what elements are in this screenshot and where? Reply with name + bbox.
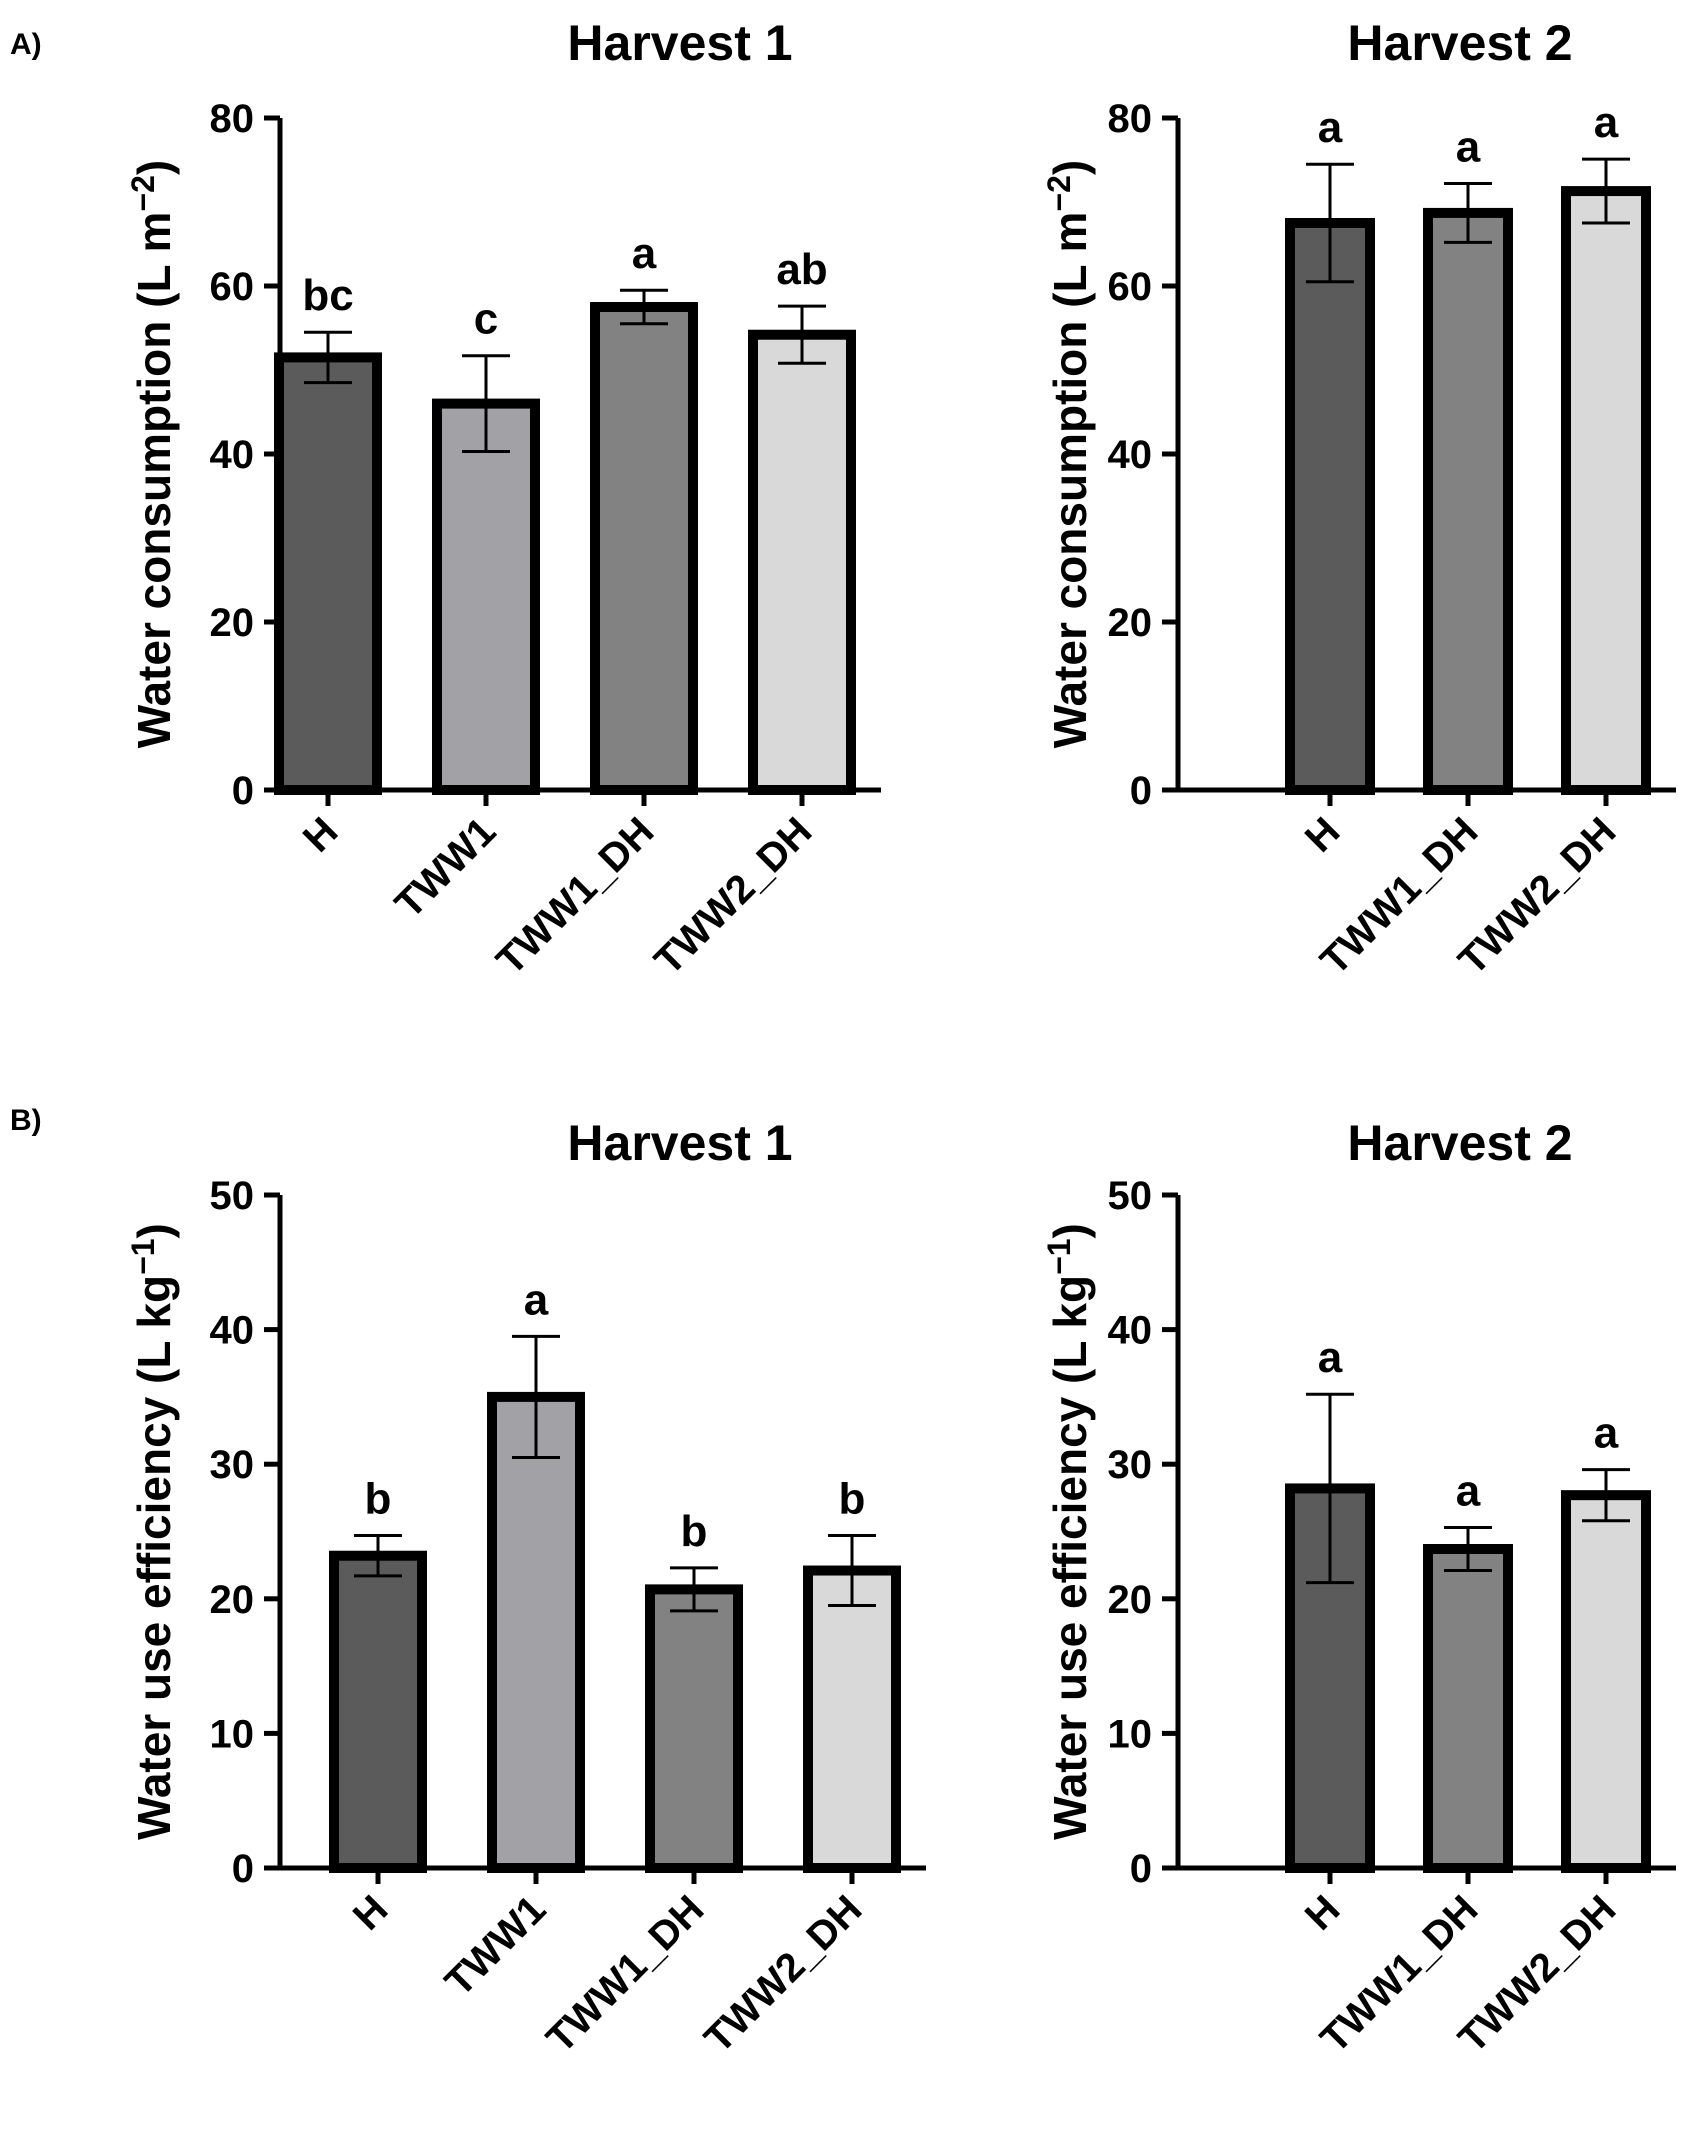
chart-a-h2: Harvest 2 Water consumption (L m−2) 0 20 40 6… [1041, 15, 1676, 983]
x-tick-label-TWW1_DH: TWW1_DH [538, 1887, 712, 2061]
y-tick-label: 20 [210, 1578, 255, 1622]
significance-letter-TWW1_DH: a [632, 229, 657, 278]
y-axis-label-sup: −2 [125, 175, 161, 211]
x-tick-label-TWW1: TWW1 [437, 1887, 555, 2005]
bar-TWW1_DH [590, 302, 698, 795]
y-axis-label-text: Water use efficiency (L kg [128, 1275, 180, 1840]
bar-H [274, 352, 382, 795]
chart-b-h2: Harvest 2 Water use efficiency (L kg−1) 0 1… [1041, 1115, 1676, 2061]
bar-TWW2_DH [748, 329, 856, 795]
y-tick-label: 40 [210, 433, 255, 477]
x-tick-label-H: H [1297, 809, 1349, 861]
x-tick-label-TWW2_DH: TWW2_DH [696, 1887, 870, 2061]
y-tick-label: 50 [1108, 1174, 1153, 1218]
significance-letter-H: b [365, 1475, 392, 1524]
y-axis-label: Water consumption (L m−2) [1041, 160, 1096, 749]
y-axis-label-sup: −2 [1041, 175, 1077, 211]
y-tick-label: 80 [1108, 97, 1153, 141]
y-tick-label: 20 [1108, 601, 1153, 645]
significance-letter-H: a [1318, 103, 1343, 152]
y-tick-label: 0 [232, 1847, 254, 1891]
y-tick-label: 60 [1108, 265, 1153, 309]
panel-label-b: B) [10, 1104, 42, 1137]
y-tick-label: 10 [1108, 1712, 1153, 1756]
y-axis-label-sup: −1 [125, 1238, 161, 1274]
bar-TWW2_DH [1561, 1490, 1651, 1873]
bar-TWW1_DH [1423, 1543, 1513, 1874]
bar-TWW1 [487, 1391, 585, 1874]
significance-letter-TWW2_DH: a [1594, 1409, 1619, 1458]
y-axis-label-close: ) [1044, 1223, 1096, 1238]
y-tick-label: 0 [1130, 1847, 1152, 1891]
y-tick-label: 60 [210, 265, 255, 309]
y-tick-label: 40 [210, 1309, 255, 1353]
y-tick-label: 20 [1108, 1578, 1153, 1622]
x-tick-label-H: H [345, 1887, 397, 1939]
significance-letter-H: a [1318, 1333, 1343, 1382]
significance-letter-TWW1: c [474, 295, 498, 344]
x-tick-label-TWW1: TWW1 [387, 809, 505, 927]
panel-label-a: A) [10, 28, 42, 61]
y-tick-label: 0 [1130, 769, 1152, 813]
y-axis-label: Water use efficiency (L kg−1) [1041, 1223, 1096, 1840]
x-tick-label-H: H [1297, 1887, 1349, 1939]
y-tick-label: 20 [210, 601, 255, 645]
bar-H [329, 1550, 427, 1874]
y-tick-label: 80 [210, 97, 255, 141]
bar-TWW2_DH [803, 1565, 901, 1874]
x-tick-label-TWW2_DH: TWW2_DH [646, 809, 820, 983]
chart-title: Harvest 2 [1347, 1115, 1572, 1171]
significance-letter-TWW1_DH: a [1456, 1466, 1481, 1515]
significance-letter-H: bc [302, 271, 353, 320]
y-tick-label: 40 [1108, 433, 1153, 477]
bar-TWW1_DH [645, 1584, 743, 1874]
bar-H [1285, 218, 1375, 795]
y-tick-label: 40 [1108, 1309, 1153, 1353]
y-tick-label: 0 [232, 769, 254, 813]
chart-title: Harvest 1 [567, 15, 792, 71]
y-axis-label-text: Water consumption (L m [128, 212, 180, 749]
significance-letter-TWW2_DH: b [839, 1475, 866, 1524]
y-axis-label-sup: −1 [1041, 1238, 1077, 1274]
chart-a-h1: Harvest 1 Water consumption (L m−2) 0 20 40 6… [125, 15, 881, 983]
significance-letter-TWW2_DH: ab [776, 245, 827, 294]
chart-b-h1: Harvest 1 Water use efficiency (L kg−1) 0 1… [125, 1115, 926, 2061]
significance-letter-TWW1: a [524, 1275, 549, 1324]
bar-TWW1 [432, 398, 540, 795]
y-tick-label: 30 [210, 1443, 255, 1487]
y-axis-label: Water consumption (L m−2) [125, 160, 180, 749]
y-axis-label-text: Water consumption (L m [1044, 212, 1096, 749]
significance-letter-TWW1_DH: a [1456, 123, 1481, 172]
chart-title: Harvest 1 [567, 1115, 792, 1171]
y-axis-label-close: ) [128, 1223, 180, 1238]
significance-letter-TWW2_DH: a [1594, 98, 1619, 147]
x-tick-label-H: H [295, 809, 347, 861]
bar-TWW1_DH [1423, 207, 1513, 796]
y-axis-label-text: Water use efficiency (L kg [1044, 1275, 1096, 1840]
y-axis-label-close: ) [1044, 160, 1096, 175]
chart-title: Harvest 2 [1347, 15, 1572, 71]
bar-TWW2_DH [1561, 186, 1651, 795]
y-tick-label: 10 [210, 1712, 255, 1756]
x-tick-label-TWW1_DH: TWW1_DH [488, 809, 662, 983]
y-axis-label: Water use efficiency (L kg−1) [125, 1223, 180, 1840]
significance-letter-TWW1_DH: b [681, 1507, 708, 1556]
y-tick-label: 50 [210, 1174, 255, 1218]
y-tick-label: 30 [1108, 1443, 1153, 1487]
y-axis-label-close: ) [128, 160, 180, 175]
